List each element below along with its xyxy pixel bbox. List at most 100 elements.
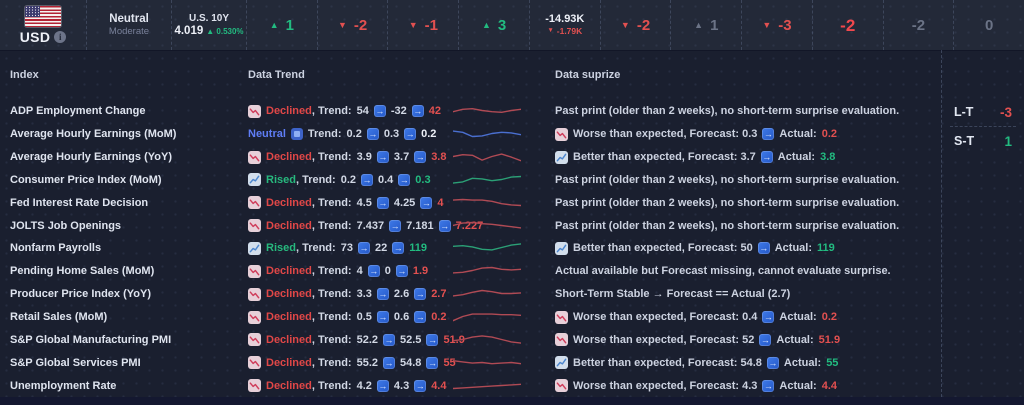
declined-chart-icon: [248, 104, 261, 118]
trend-value: 7.181: [406, 219, 434, 232]
trend-value: 54: [356, 105, 369, 118]
us-flag-icon: [25, 5, 61, 27]
trend-value: 0.2: [431, 311, 447, 324]
sparkline-cell: [445, 149, 555, 165]
score-value: -2: [911, 16, 926, 34]
index-label: S&P Global Manufacturing PMI: [10, 333, 172, 346]
score-value: -3: [778, 16, 792, 34]
index-cell: ADP Employment Change: [0, 105, 240, 117]
bond-cell[interactable]: U.S. 10Y 4.019 ▲ 0.530%: [172, 0, 247, 50]
score-value: -14.93K: [545, 13, 585, 25]
table-row[interactable]: JOLTS Job Openings Declined, Trend: 7.437 →…: [0, 214, 941, 237]
long-term-value: -3: [999, 104, 1012, 120]
arrow-right-icon: →: [361, 173, 373, 186]
index-label: JOLTS Job Openings: [10, 219, 122, 232]
score-cell[interactable]: -14.93K ▼ -1.79K: [530, 0, 601, 50]
trend-cell: Declined, Trend: 4.2 → 4.3 → 4.4: [240, 379, 446, 393]
score-cell[interactable]: ▼ -2: [601, 0, 672, 50]
trend-value: 0.4: [378, 173, 394, 186]
trend-value: 0.6: [393, 311, 410, 324]
down-triangle-icon: ▼: [620, 19, 630, 30]
trend-cell: Declined, Trend: 52.2 → 52.5 → 51.9: [240, 333, 465, 347]
table-row[interactable]: Producer Price Index (YoY) Declined, Tren…: [0, 283, 941, 306]
trend-value: 119: [409, 242, 427, 255]
score-cell[interactable]: ▼ -1: [388, 0, 460, 50]
score-cell[interactable]: ▼ -2: [318, 0, 389, 50]
arrow-right-icon: →: [383, 333, 396, 346]
up-triangle-icon: ▲: [206, 26, 215, 36]
header-index: Index: [10, 69, 39, 81]
table-row[interactable]: Pending Home Sales (MoM) Declined, Trend:…: [0, 260, 941, 283]
table-row[interactable]: Nonfarm Payrolls Rised, Trend: 73 → 22 → 119 Be…: [0, 237, 941, 260]
trend-value: 4.2: [356, 379, 372, 392]
trend-value: 2.6: [393, 288, 410, 301]
table-row[interactable]: Retail Sales (MoM) Declined, Trend: 0.5 → 0.…: [0, 306, 941, 329]
score-cell[interactable]: 0: [954, 0, 1024, 50]
score-value: -2: [636, 16, 651, 34]
score-value: -1: [424, 16, 438, 34]
score-cell[interactable]: -2: [884, 0, 955, 50]
sparkline: [453, 108, 521, 114]
table-row[interactable]: Unemployment Rate Declined, Trend: 4.2 → 4.3…: [0, 374, 941, 397]
arrow-right-icon: →: [757, 242, 770, 255]
actual-value: 0.2: [821, 311, 837, 324]
long-term-row[interactable]: L-T -3: [942, 100, 1024, 124]
arrow-right-icon: →: [398, 173, 411, 186]
surprise-cell: Past print (older than 2 weeks), no shor…: [555, 174, 941, 186]
index-cell: Producer Price Index (YoY): [0, 288, 240, 300]
table-row[interactable]: Fed Interest Rate Decision Declined, Tren…: [0, 191, 941, 214]
arrow-right-icon: →: [395, 265, 408, 278]
arrow-right-icon: →: [414, 311, 427, 324]
table-row[interactable]: S&P Global Services PMI Declined, Trend: 5…: [0, 351, 941, 374]
actual-label: Actual:: [779, 379, 817, 392]
sentiment-cell[interactable]: Neutral Moderate: [87, 0, 172, 50]
actual-value: 55: [826, 356, 839, 369]
sparkline-cell: [445, 126, 555, 142]
trend-cell: Declined, Trend: 0.5 → 0.6 → 0.2: [240, 310, 447, 324]
declined-chart-icon: [555, 379, 568, 393]
sparkline: [453, 383, 521, 389]
score-cell[interactable]: ▲ 1: [671, 0, 743, 50]
trend-text: , Trend:: [295, 242, 336, 255]
table-body: ADP Employment Change Declined , Trend: 54 →…: [0, 100, 941, 397]
trend-value: 7.437: [356, 219, 385, 232]
currency-code: USD: [19, 28, 51, 45]
trend-cell: Rised, Trend: 0.2 → 0.4 → 0.3: [240, 173, 445, 187]
table-row[interactable]: Consumer Price Index (MoM) Rised, Trend: 0…: [0, 169, 941, 192]
surprise-text: Worse than expected, Forecast: 0.4: [573, 311, 758, 324]
trend-status: Rised: [266, 242, 296, 255]
table-row[interactable]: Average Hourly Earnings (MoM) Neutral Tren…: [0, 123, 941, 146]
currency-cell[interactable]: USD i: [0, 0, 87, 50]
neutral-icon: [290, 128, 303, 141]
rised-chart-icon: [248, 241, 261, 255]
index-cell: Fed Interest Rate Decision: [0, 197, 240, 209]
arrow-right-icon: →: [411, 105, 424, 118]
trend-status: Declined: [266, 265, 312, 278]
bond-value: 4.019 ▲ 0.530%: [174, 25, 244, 37]
arrow-right-icon: →: [426, 356, 439, 369]
arrow-right-icon: →: [762, 379, 775, 392]
index-label: Average Hourly Earnings (MoM): [10, 128, 177, 141]
sparkline: [453, 175, 521, 184]
trend-value: 4.25: [393, 196, 416, 209]
trend-value: 3.9: [356, 151, 372, 164]
declined-chart-icon: [248, 196, 261, 210]
short-term-row[interactable]: S-T 1: [942, 129, 1024, 153]
index-label: Average Hourly Earnings (YoY): [10, 151, 172, 164]
table-row[interactable]: S&P Global Manufacturing PMI Declined, Tr…: [0, 328, 941, 351]
trend-status: Declined: [266, 219, 312, 232]
trend-value: 2.7: [431, 288, 447, 301]
header-data-trend: Data Trend: [248, 69, 305, 81]
sparkline: [453, 130, 521, 138]
table-row[interactable]: Average Hourly Earnings (YoY) Declined, T…: [0, 146, 941, 169]
score-cell[interactable]: ▼ -3: [742, 0, 813, 50]
rised-chart-icon: [555, 356, 568, 370]
score-cell[interactable]: -2: [813, 0, 884, 50]
score-cell[interactable]: ▲ 3: [459, 0, 530, 50]
sparkline-cell: [445, 332, 555, 348]
trend-value: 4: [356, 265, 363, 278]
table-row[interactable]: ADP Employment Change Declined, Trend: 54 →…: [0, 100, 941, 123]
actual-label: Actual:: [777, 151, 816, 164]
info-icon[interactable]: i: [54, 30, 67, 43]
score-cell[interactable]: ▲ 1: [247, 0, 318, 50]
